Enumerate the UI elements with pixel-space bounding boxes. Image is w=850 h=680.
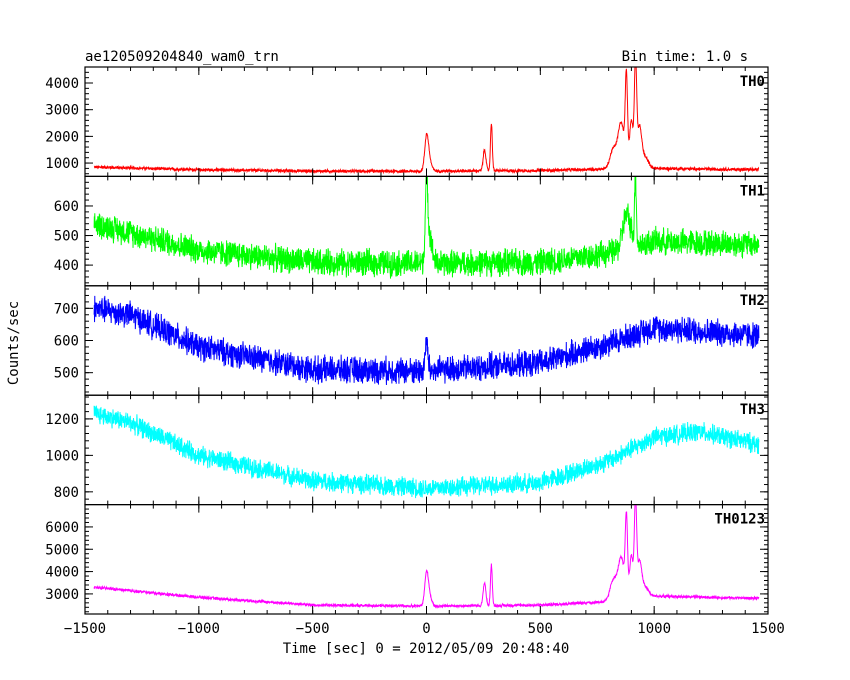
panels-group: 1000 2000 3000 4000 TH0 400 500 600 TH1 500 600 700… [45,66,785,637]
x-tick-label: 0 [422,621,430,637]
y-tick-label: 600 [54,199,79,215]
bin-time-label: Bin time: 1.0 s [622,49,748,65]
y-axis-label: Counts/sec [6,301,22,385]
panel-label-th3: TH3 [740,402,765,418]
x-tick-label: −1000 [178,621,220,637]
y-tick-label: 5000 [45,542,79,558]
y-tick-label: 1000 [45,448,79,464]
panel-label-th0: TH0 [740,74,765,90]
y-tick-label: 500 [54,229,79,245]
panel-label-th1: TH1 [740,183,765,199]
x-tick-label: 1500 [751,621,785,637]
y-tick-label: 2000 [45,129,79,145]
series-line-th1 [93,176,760,279]
x-axis-label: Time [sec] 0 = 2012/05/09 20:48:40 [283,641,570,657]
x-tick-label: 500 [528,621,553,637]
series-line-th2 [93,295,760,386]
y-tick-label: 500 [54,366,79,382]
y-tick-label: 1000 [45,156,79,172]
panel-frame-th1 [84,175,769,287]
y-tick-label: 600 [54,334,79,350]
y-tick-label: 4000 [45,76,79,92]
panel-frame-th0 [84,66,769,178]
series-line-th0 [93,67,760,175]
y-tick-label: 4000 [45,565,79,581]
chart-title: ae120509204840_wam0_trn [85,49,279,65]
y-tick-label: 3000 [45,103,79,119]
panel-label-th2: TH2 [740,293,765,309]
x-tick-label: 1000 [637,621,671,637]
y-tick-label: 3000 [45,587,79,603]
panel-label-th0123: TH0123 [714,512,765,528]
y-tick-label: 400 [54,258,79,274]
y-tick-label: 6000 [45,520,79,536]
y-tick-label: 800 [54,485,79,501]
series-line-th0123 [93,504,760,609]
y-tick-label: 1200 [45,412,79,428]
series-line-th3 [93,405,760,499]
x-tick-label: −1500 [64,621,106,637]
y-tick-label: 700 [54,301,79,317]
x-tick-label: −500 [296,621,330,637]
